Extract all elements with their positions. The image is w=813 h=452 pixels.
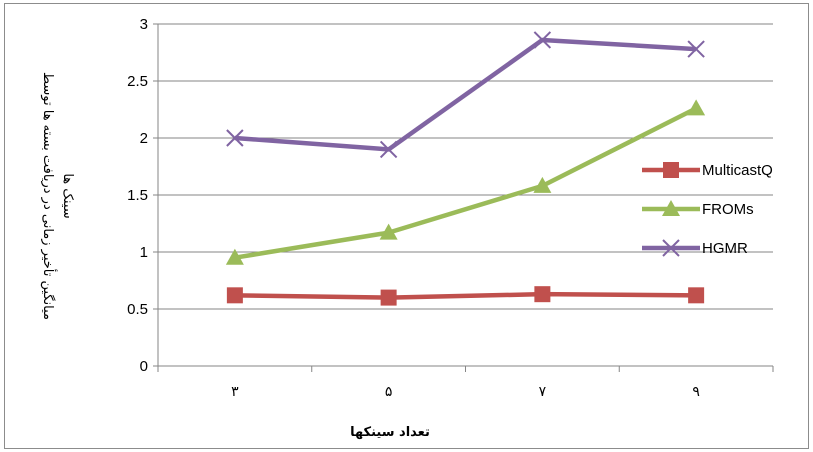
data-point-hgmr-4	[687, 40, 705, 58]
y-tick-label: 3	[140, 16, 148, 33]
data-point-hgmr-3-stroke-2	[533, 31, 552, 49]
legend-label-froms: FROMs	[702, 201, 754, 218]
y-axis-title-line-1: میانگین تأخیر زمانی در دریافت بسته ها تو…	[40, 72, 58, 320]
data-point-multicastq-4	[688, 287, 705, 304]
data-point-hgmr-1-stroke-2	[226, 129, 244, 147]
data-point-hgmr-2	[379, 140, 398, 159]
x-tick-label: ۷	[539, 384, 547, 400]
data-point-froms-4	[687, 99, 706, 116]
data-point-froms-2	[379, 223, 398, 240]
y-tick-label: 2.5	[127, 73, 148, 90]
x-axis-title: تعداد سینکها	[350, 425, 430, 440]
series-line-hgmr	[234, 37, 697, 152]
data-point-multicastq-2	[380, 289, 397, 306]
x-tick-label: ۵	[385, 384, 393, 400]
y-tick-label: 1.5	[127, 187, 148, 204]
series-froms	[225, 99, 706, 265]
y-tick-label: 0	[140, 358, 148, 375]
data-point-hgmr-1	[226, 129, 244, 147]
legend-marker-multicastq	[663, 162, 679, 178]
data-point-multicastq-1	[226, 287, 243, 304]
data-point-hgmr-2-stroke-2	[379, 140, 398, 159]
data-point-froms-1	[225, 248, 244, 265]
x-tick-label: ۹	[692, 384, 700, 400]
data-point-hgmr-3	[533, 31, 552, 49]
legend-item-multicastq: MulticastQ	[642, 162, 773, 179]
legend-label-hgmr: HGMR	[702, 240, 748, 257]
series-multicastq	[226, 286, 705, 306]
series-hgmr	[226, 31, 705, 159]
legend-marker-froms	[662, 200, 680, 216]
axes: 0 0.5 1 1.5 2 2.5 3 ۳ ۵ ۷ ۹	[127, 16, 774, 400]
y-axis-title-line-2: سینک ها	[60, 173, 75, 218]
series-line-multicastq	[234, 291, 697, 300]
data-point-hgmr-4-stroke-2	[687, 40, 705, 58]
y-tick-label: 2	[140, 130, 148, 147]
y-tick-label: 0.5	[127, 301, 148, 318]
data-point-multicastq-3	[534, 286, 551, 303]
legend-marker-hgmr-stroke-2	[662, 239, 680, 257]
legend: MulticastQ FROMs HGMR	[642, 162, 773, 257]
legend-marker-hgmr	[662, 239, 680, 257]
gridlines	[158, 23, 773, 310]
y-tick-label: 1	[140, 244, 148, 261]
y-axis-title: میانگین تأخیر زمانی در دریافت بسته ها تو…	[40, 72, 75, 320]
legend-label-multicastq: MulticastQ	[702, 162, 773, 179]
legend-item-froms: FROMs	[642, 200, 754, 218]
x-tick-label: ۳	[231, 384, 239, 400]
data-point-froms-3	[533, 176, 552, 193]
series	[225, 31, 706, 306]
series-line-froms	[234, 106, 698, 260]
legend-item-hgmr: HGMR	[642, 239, 748, 257]
